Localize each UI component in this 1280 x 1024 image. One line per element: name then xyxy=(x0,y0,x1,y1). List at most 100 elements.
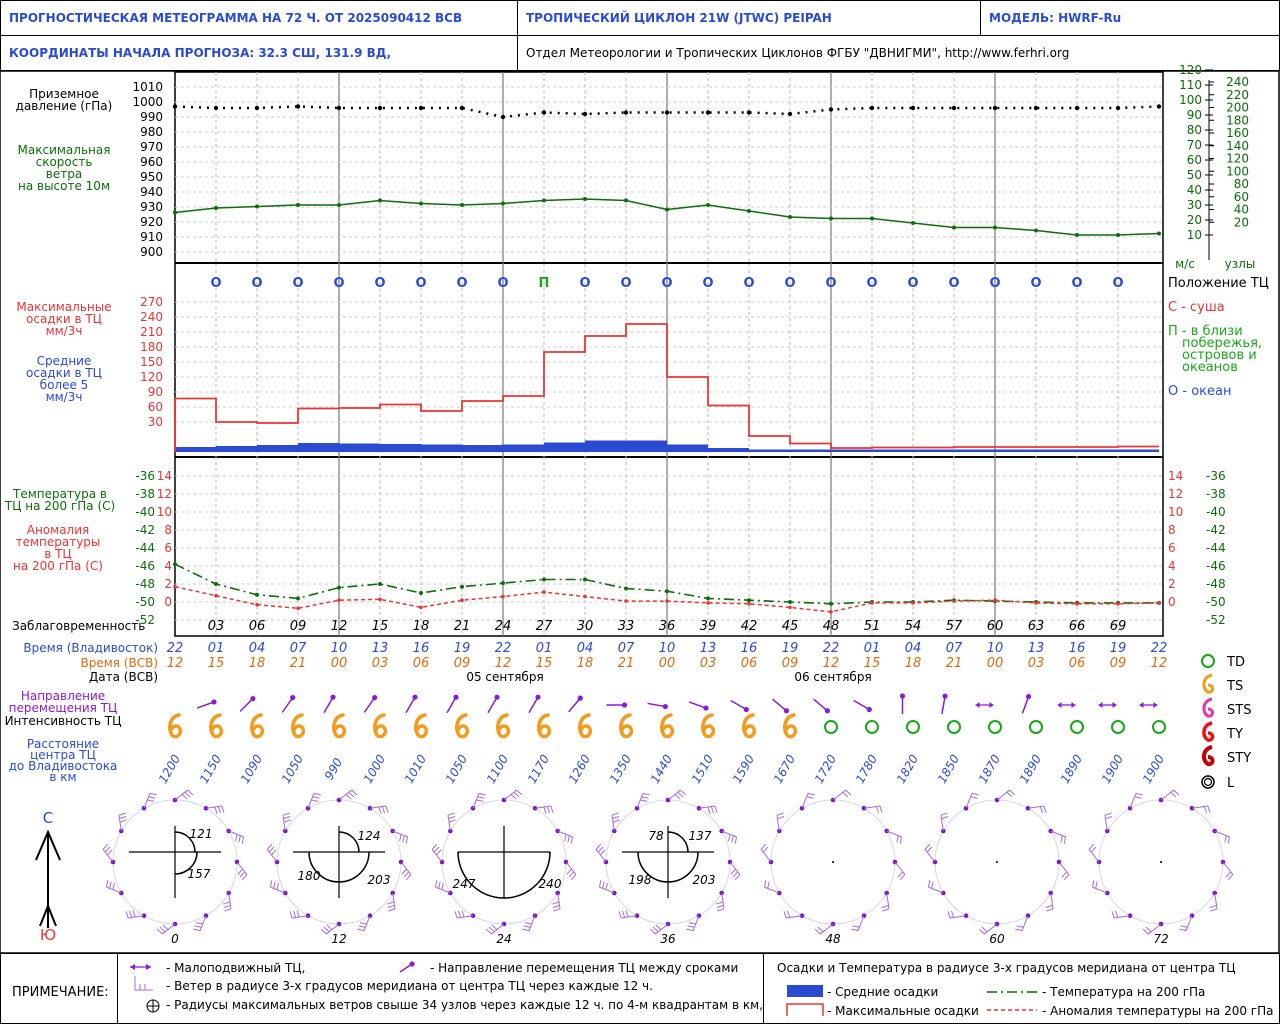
anom200-point xyxy=(501,594,505,599)
wind-radius-label: 121 xyxy=(190,827,213,841)
wind-barb-feather xyxy=(241,874,248,881)
pressure-point xyxy=(500,114,506,120)
footer-slow-text: - Малоподвижный ТЦ, xyxy=(166,961,306,975)
temp-tick-left: -38 xyxy=(135,487,155,501)
temp200-point xyxy=(788,600,792,604)
wind-barb-staff xyxy=(236,861,248,875)
wind-barb-feather xyxy=(326,924,333,930)
position-marker: О xyxy=(866,276,877,291)
ts-symbol xyxy=(332,713,347,739)
wind-barb-feather xyxy=(273,881,276,889)
wind-barb-feather xyxy=(707,806,711,814)
ts-symbol xyxy=(250,713,265,739)
wind-barb-staff xyxy=(599,886,615,894)
wind-barb-staff xyxy=(292,915,309,919)
wind-barb-feather xyxy=(1039,806,1044,814)
wind-barb-feather xyxy=(1091,880,1095,888)
temp-tick-right: -44 xyxy=(1206,541,1226,555)
td-symbol xyxy=(824,720,838,734)
wind-barb-feather xyxy=(104,846,111,853)
direction-arrow xyxy=(363,697,376,713)
wind-kt-tick: 100 xyxy=(1226,164,1249,178)
wind-barb-staff xyxy=(621,915,638,919)
wind-barb-feather xyxy=(927,880,931,888)
wind-barb-feather xyxy=(1046,908,1054,912)
wind-barb-feather xyxy=(896,835,899,843)
anom-tick-left: 6 xyxy=(164,541,172,555)
pressure-tick-label: 970 xyxy=(140,140,163,154)
temp-tick-right: -42 xyxy=(1206,523,1226,537)
date-tick: 05 сентября xyxy=(466,670,543,684)
date-tick: 06 сентября xyxy=(794,670,871,684)
wind-barb-feather xyxy=(931,881,934,889)
avg-precip-bar xyxy=(1077,449,1118,452)
position-marker: О xyxy=(251,276,262,291)
radii-arc xyxy=(667,851,699,883)
footer-wind-text: - Ветер в радиусе 3-х градусов меридиана… xyxy=(166,979,653,993)
time-vl-tick: 10 xyxy=(987,641,1004,656)
direction-arrow xyxy=(772,698,787,712)
wind-barb-staff xyxy=(282,815,286,832)
max-precip-step-line xyxy=(174,323,1159,452)
avg-precip-bar xyxy=(462,445,503,452)
radii-arc xyxy=(637,851,669,883)
wind-barb-staff xyxy=(472,793,480,809)
wind-barb-feather xyxy=(1179,928,1187,932)
wind-barb-feather xyxy=(688,922,696,925)
legend-ty-icon xyxy=(1202,721,1215,742)
wind-barb-feather xyxy=(716,904,724,909)
distance-value: 1200 xyxy=(156,752,184,786)
wind-barb-feather xyxy=(612,815,620,820)
wind-barb-feather xyxy=(195,922,203,925)
wind-barb-feather xyxy=(899,836,903,844)
direction-arrow xyxy=(405,696,416,714)
footer-anom-text: - Аномалия температуры на 200 гПа xyxy=(1042,1004,1274,1018)
direction-arrow-head xyxy=(330,694,336,700)
position-marker: О xyxy=(784,276,795,291)
time-vl-tick: 13 xyxy=(1028,641,1045,656)
wind-barb-staff xyxy=(266,849,278,863)
wind-barb-feather xyxy=(652,926,659,933)
wind-barb-feather xyxy=(1105,815,1113,820)
wind-barb-feather xyxy=(237,868,243,875)
wind-barb-staff xyxy=(102,849,114,863)
direction-arrow-head xyxy=(453,694,459,700)
wind-barb-feather xyxy=(522,928,530,932)
lead-tick: 57 xyxy=(946,619,963,634)
wind-barb-staff xyxy=(1214,892,1218,909)
wind-barb-staff xyxy=(1129,793,1137,809)
temp200-point xyxy=(460,584,464,589)
wind-barb-feather xyxy=(568,871,575,878)
wind-barb-staff xyxy=(760,849,772,863)
wind-barb-staff xyxy=(721,892,725,909)
wind-point xyxy=(419,201,423,206)
time-vl-tick: 04 xyxy=(577,641,594,656)
wind-barb-feather xyxy=(1173,789,1180,796)
anom200-point xyxy=(829,610,833,614)
position-marker: О xyxy=(292,276,303,291)
position-marker: О xyxy=(825,276,836,291)
direction-arrow xyxy=(323,696,334,714)
wind-barb-staff xyxy=(326,923,340,935)
wind-ms-tick: 120 xyxy=(1179,63,1202,77)
wind-barb-feather xyxy=(1060,835,1063,843)
wind-barb-staff xyxy=(106,886,122,894)
wind-radius-label: 240 xyxy=(539,877,562,891)
time-utc-tick: 12 xyxy=(495,656,512,671)
distance-value: 1260 xyxy=(566,752,594,786)
wind-barb-staff xyxy=(611,815,615,832)
wind-barb-dot xyxy=(448,828,453,834)
wind-point xyxy=(583,197,587,201)
wind-radius-label: 247 xyxy=(453,877,476,891)
wind-rose-lead: 60 xyxy=(989,932,1005,946)
slow-marker-head xyxy=(1057,702,1076,708)
wind-barb-staff xyxy=(776,815,780,832)
position-marker: О xyxy=(743,276,754,291)
distance-value: 1350 xyxy=(607,752,635,786)
wind-kt-tick: 220 xyxy=(1226,88,1249,102)
time-vl-tick: 16 xyxy=(741,641,758,656)
wind-barb-staff xyxy=(655,923,669,935)
lead-tick: 03 xyxy=(208,619,225,634)
td-symbol xyxy=(988,720,1002,734)
anom200-point xyxy=(624,599,628,603)
